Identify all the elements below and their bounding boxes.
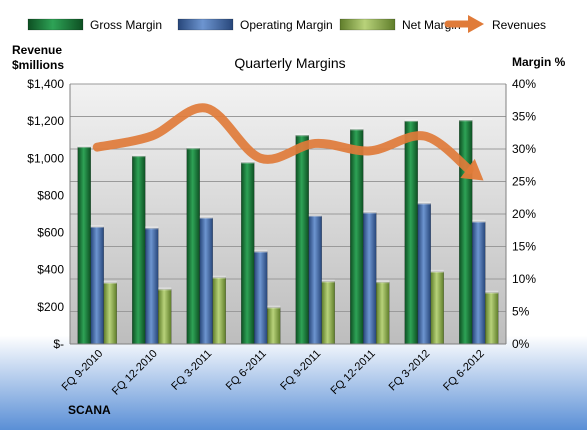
bar-net-margin — [158, 289, 172, 345]
left-tick-label: $200 — [37, 300, 64, 314]
legend-item: Gross Margin — [27, 18, 162, 32]
bar-top — [459, 118, 473, 122]
bar-top — [145, 226, 159, 230]
bar-top — [308, 213, 322, 217]
bar-top — [212, 275, 226, 279]
bar-net-margin — [376, 282, 390, 345]
left-tick-label: $400 — [37, 263, 64, 277]
bar-top — [295, 133, 309, 137]
bar-operating-margin — [472, 221, 486, 345]
bar-top — [376, 280, 390, 284]
bar-operating-margin — [417, 203, 431, 345]
left-tick-label: $600 — [37, 226, 64, 240]
bar-gross-margin — [77, 146, 91, 345]
legend-arrowhead — [468, 15, 484, 33]
bar-gross-margin — [186, 148, 200, 345]
bar-top — [363, 210, 377, 214]
right-tick-label: 20% — [512, 207, 536, 221]
right-tick-label: 0% — [512, 337, 530, 351]
right-tick-label: 35% — [512, 110, 536, 124]
revenue-arrowhead — [460, 158, 484, 181]
revenue-line-path — [92, 103, 474, 175]
left-tick-label: $1,000 — [27, 151, 64, 165]
legend: Gross Margin Operating Margin Net Margin Re… — [27, 15, 546, 33]
legend-swatch — [339, 18, 396, 31]
bar-operating-margin — [145, 228, 159, 345]
bar-net-margin — [103, 282, 117, 345]
bar-operating-margin — [199, 217, 213, 345]
legend-item: Operating Margin — [177, 18, 333, 32]
bar-gross-margin — [132, 155, 146, 345]
right-tick-label: 10% — [512, 272, 536, 286]
bar-top — [158, 287, 172, 291]
bar-top — [186, 146, 200, 150]
bar-operating-margin — [90, 226, 104, 345]
left-tick-label: $- — [53, 337, 64, 351]
bar-net-margin — [267, 307, 281, 345]
legend-swatch — [177, 18, 234, 31]
bar-top — [350, 127, 364, 131]
right-tick-label: 25% — [512, 175, 536, 189]
left-tick-label: $1,400 — [27, 77, 64, 91]
company-label: SCANA — [68, 403, 111, 417]
bar-gross-margin — [459, 120, 473, 345]
legend-swatch — [27, 18, 84, 31]
bar-top — [254, 249, 268, 253]
bar-net-margin — [321, 281, 335, 345]
bar-top — [132, 154, 146, 158]
bar-net-margin — [485, 292, 499, 345]
bar-top — [430, 269, 444, 273]
bar-top — [485, 290, 499, 294]
bar-operating-margin — [254, 251, 268, 345]
right-tick-label: 30% — [512, 142, 536, 156]
legend-item: Revenues — [444, 15, 546, 33]
bar-top — [241, 160, 255, 164]
chart-title: Quarterly Margins — [234, 55, 345, 71]
left-tick-label: $1,200 — [27, 114, 64, 128]
right-tick-label: 15% — [512, 240, 536, 254]
legend-label: Revenues — [492, 18, 546, 32]
bar-top — [199, 215, 213, 219]
right-axis-title: Margin % — [512, 55, 566, 69]
bar-net-margin — [212, 277, 226, 345]
bar-top — [404, 119, 418, 123]
bar-gross-margin — [404, 120, 418, 345]
bar-operating-margin — [308, 215, 322, 345]
bar-top — [77, 145, 91, 149]
left-axis-title: Revenue $millions — [12, 43, 64, 72]
bar-top — [472, 219, 486, 223]
bar-net-margin — [430, 271, 444, 345]
bar-top — [90, 225, 104, 228]
bar-top — [103, 280, 117, 284]
bar-gross-margin — [241, 162, 255, 345]
bar-top — [321, 279, 335, 283]
revenue-line — [92, 103, 484, 181]
bar-operating-margin — [363, 212, 377, 345]
legend-label: Gross Margin — [90, 18, 162, 32]
bar-gross-margin — [350, 129, 364, 345]
right-tick-label: 40% — [512, 77, 536, 91]
legend-label: Operating Margin — [240, 18, 333, 32]
bar-top — [417, 201, 431, 205]
bar-top — [267, 305, 281, 309]
left-tick-label: $800 — [37, 188, 64, 202]
bar-gross-margin — [295, 135, 309, 345]
right-tick-label: 5% — [512, 305, 530, 319]
